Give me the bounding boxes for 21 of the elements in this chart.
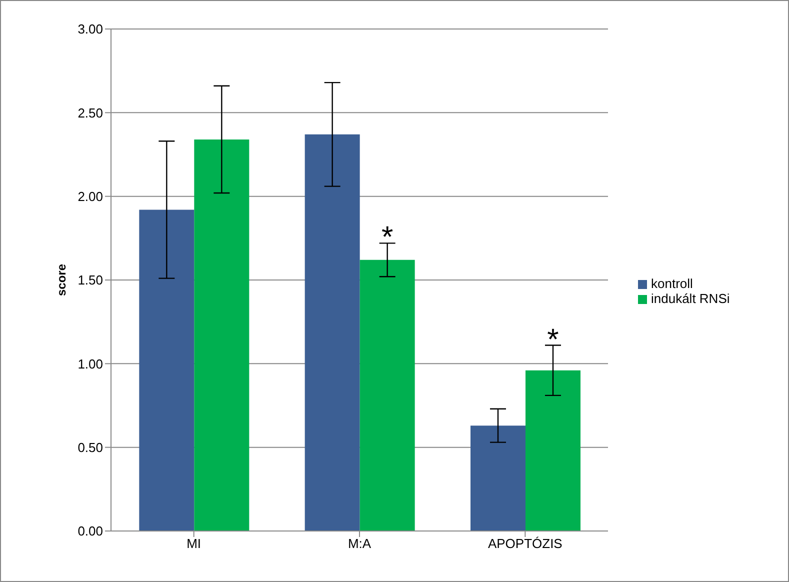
y-tick-label: 3.00	[78, 22, 103, 37]
bar	[194, 139, 250, 531]
y-tick-label: 2.50	[78, 105, 103, 120]
annotation: *	[381, 221, 394, 254]
bar	[470, 426, 526, 531]
x-tick-label: APOPTÓZIS	[488, 536, 563, 552]
annotation: *	[547, 323, 560, 356]
y-tick-label: 0.00	[78, 524, 103, 539]
bar	[360, 260, 415, 531]
y-tick-label: 2.00	[78, 188, 103, 204]
legend-label: indukált RNSi	[651, 291, 730, 306]
x-tick-label: M:A	[348, 536, 372, 552]
bar	[525, 370, 580, 531]
x-tick-label: MI	[186, 536, 202, 552]
legend-label: kontroll	[651, 276, 693, 291]
bar	[139, 210, 194, 531]
y-axis-title: score	[54, 264, 68, 296]
bar	[304, 134, 360, 531]
y-tick-label: 0.50	[78, 440, 103, 455]
y-tick-label: 1.00	[78, 356, 103, 372]
y-tick-label: 1.50	[78, 272, 103, 288]
